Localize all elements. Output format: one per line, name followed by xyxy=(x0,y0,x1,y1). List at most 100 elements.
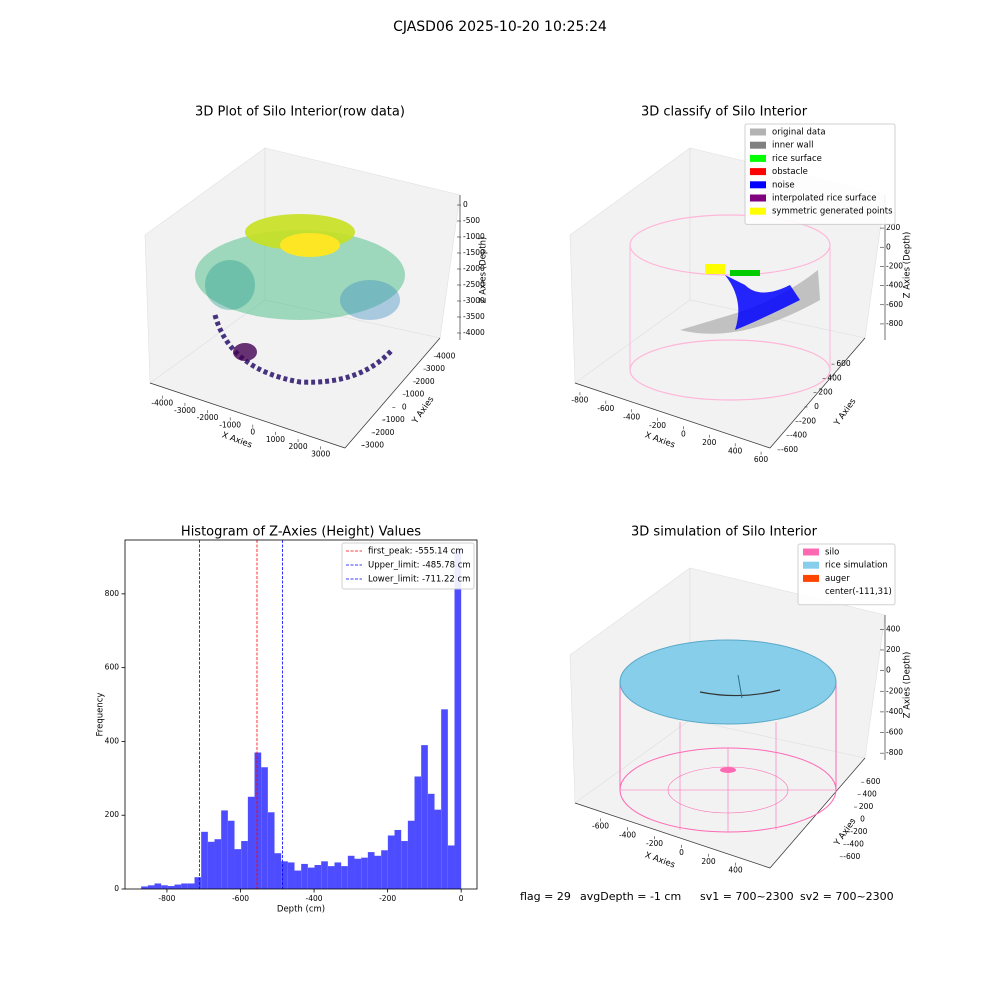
z-tick-label: 0 xyxy=(886,242,891,251)
z-tick-label: -200 xyxy=(886,686,903,695)
status-sv1: sv1 = 700~2300 xyxy=(700,890,794,903)
bar xyxy=(227,820,235,889)
y-tick-label: 1000 xyxy=(405,390,424,399)
plot4-silo-simulation xyxy=(619,639,837,833)
bar xyxy=(294,870,302,889)
bar xyxy=(254,752,262,889)
legend-label: first_peak: -555.14 cm xyxy=(368,547,464,557)
axis-label: Z Axies (Depth) xyxy=(903,652,913,719)
y-tick-label: 400 xyxy=(862,790,877,799)
y-tick-label: -200 xyxy=(799,416,816,425)
legend-swatch xyxy=(750,194,766,202)
legend-label: auger xyxy=(825,574,850,584)
legend-swatch xyxy=(750,141,766,149)
x-tick-label: 2000 xyxy=(289,442,308,451)
bar xyxy=(367,852,375,889)
bar xyxy=(387,835,395,889)
bar xyxy=(267,812,275,889)
x-tick-label: -3000 xyxy=(174,406,196,415)
bar xyxy=(374,855,382,889)
z-tick-label: -600 xyxy=(886,728,903,737)
z-tick-label: -1000 xyxy=(463,232,485,241)
legend-label: inner wall xyxy=(772,141,813,151)
axis-label: Z Axies (Depth) xyxy=(903,232,913,299)
x-tick-label: 200 xyxy=(702,438,717,447)
bar xyxy=(147,885,155,889)
x-tick-label: 600 xyxy=(754,455,769,464)
y-tick-label: 600 xyxy=(836,359,851,368)
y-tick-label: 3000 xyxy=(426,364,445,373)
bar xyxy=(414,776,422,889)
y-tick-label: -200 xyxy=(850,827,867,836)
x-tick-label: 0 xyxy=(250,428,255,437)
y-tick-label: -600 xyxy=(781,445,798,454)
bar xyxy=(194,877,202,889)
status-flag: flag = 29 xyxy=(520,890,571,903)
x-tick-label: -600 xyxy=(232,894,249,903)
bar xyxy=(381,850,388,889)
axis-label: Y Axies xyxy=(832,396,859,428)
bar xyxy=(447,845,455,889)
bar xyxy=(347,855,355,889)
bar xyxy=(287,862,295,889)
y-tick-label: 4000 xyxy=(436,351,455,360)
x-tick-label: -400 xyxy=(306,894,323,903)
y-tick-label: -3000 xyxy=(362,441,384,450)
legend-label: silo xyxy=(825,548,839,558)
z-tick-label: -800 xyxy=(886,748,903,757)
z-tick-label: -400 xyxy=(886,707,903,716)
plot2-classified-cloud xyxy=(629,214,831,401)
y-tick-label: 0 xyxy=(860,815,865,824)
y-tick-label: 200 xyxy=(818,388,833,397)
x-tick-label: 0 xyxy=(681,429,686,438)
legend-label: center(-111,31) xyxy=(825,587,892,597)
z-tick-label: -600 xyxy=(886,300,903,309)
x-tick-label: -600 xyxy=(592,821,609,830)
y-axis-label: Frequency xyxy=(96,693,106,737)
x-tick-label: 0 xyxy=(679,848,684,857)
z-tick-label: -1500 xyxy=(463,248,485,257)
bar xyxy=(167,886,175,889)
y-tick-label: 2000 xyxy=(416,377,435,386)
y-tick-label: 600 xyxy=(866,777,881,786)
y-tick-label: -1000 xyxy=(383,415,405,424)
legend-label: Lower_limit: -711.22 cm xyxy=(368,575,470,585)
legend-label: obstacle xyxy=(772,167,808,177)
legend-label: original data xyxy=(772,128,826,138)
axis-label: X Axies xyxy=(643,430,676,450)
bar xyxy=(201,831,208,889)
suptitle: CJASD06 2025-10-20 10:25:24 xyxy=(393,19,607,35)
y-tick-label: -2000 xyxy=(373,428,395,437)
footer: flag = 29 avgDepth = -1 cm sv1 = 700~230… xyxy=(520,890,894,903)
x-tick-label: -200 xyxy=(646,839,663,848)
x-tick-label: -4000 xyxy=(151,399,173,408)
z-tick-label: -4000 xyxy=(463,328,485,337)
legend-box xyxy=(797,543,896,606)
status-sv2: sv2 = 700~2300 xyxy=(800,890,894,903)
x-tick-label: -200 xyxy=(379,894,396,903)
x-tick-label: 400 xyxy=(728,446,743,455)
x-tick-label: -800 xyxy=(571,395,588,404)
bar xyxy=(274,853,282,889)
legend-swatch xyxy=(750,128,766,136)
x-tick-label: 200 xyxy=(701,857,716,866)
y-tick-label: 200 xyxy=(859,802,874,811)
bar xyxy=(394,829,402,889)
y-tick-label: -400 xyxy=(847,839,864,848)
bar xyxy=(241,841,248,889)
subplot-title: 3D Plot of Silo Interior(row data) xyxy=(195,105,405,120)
x-tick-label: 0 xyxy=(459,894,464,903)
bar xyxy=(341,866,348,889)
z-tick-label: -400 xyxy=(886,281,903,290)
bar xyxy=(307,867,315,889)
y-tick-label: 600 xyxy=(105,663,120,672)
y-tick-label: 800 xyxy=(105,589,120,598)
legend-label: symmetric generated points xyxy=(772,207,893,217)
z-tick-label: 200 xyxy=(886,645,901,654)
legend-label: Upper_limit: -485.78 cm xyxy=(368,561,471,571)
legend-swatch xyxy=(803,574,819,582)
bar xyxy=(214,839,222,889)
subplot-title: 3D classify of Silo Interior xyxy=(641,105,808,120)
bar xyxy=(407,820,415,889)
